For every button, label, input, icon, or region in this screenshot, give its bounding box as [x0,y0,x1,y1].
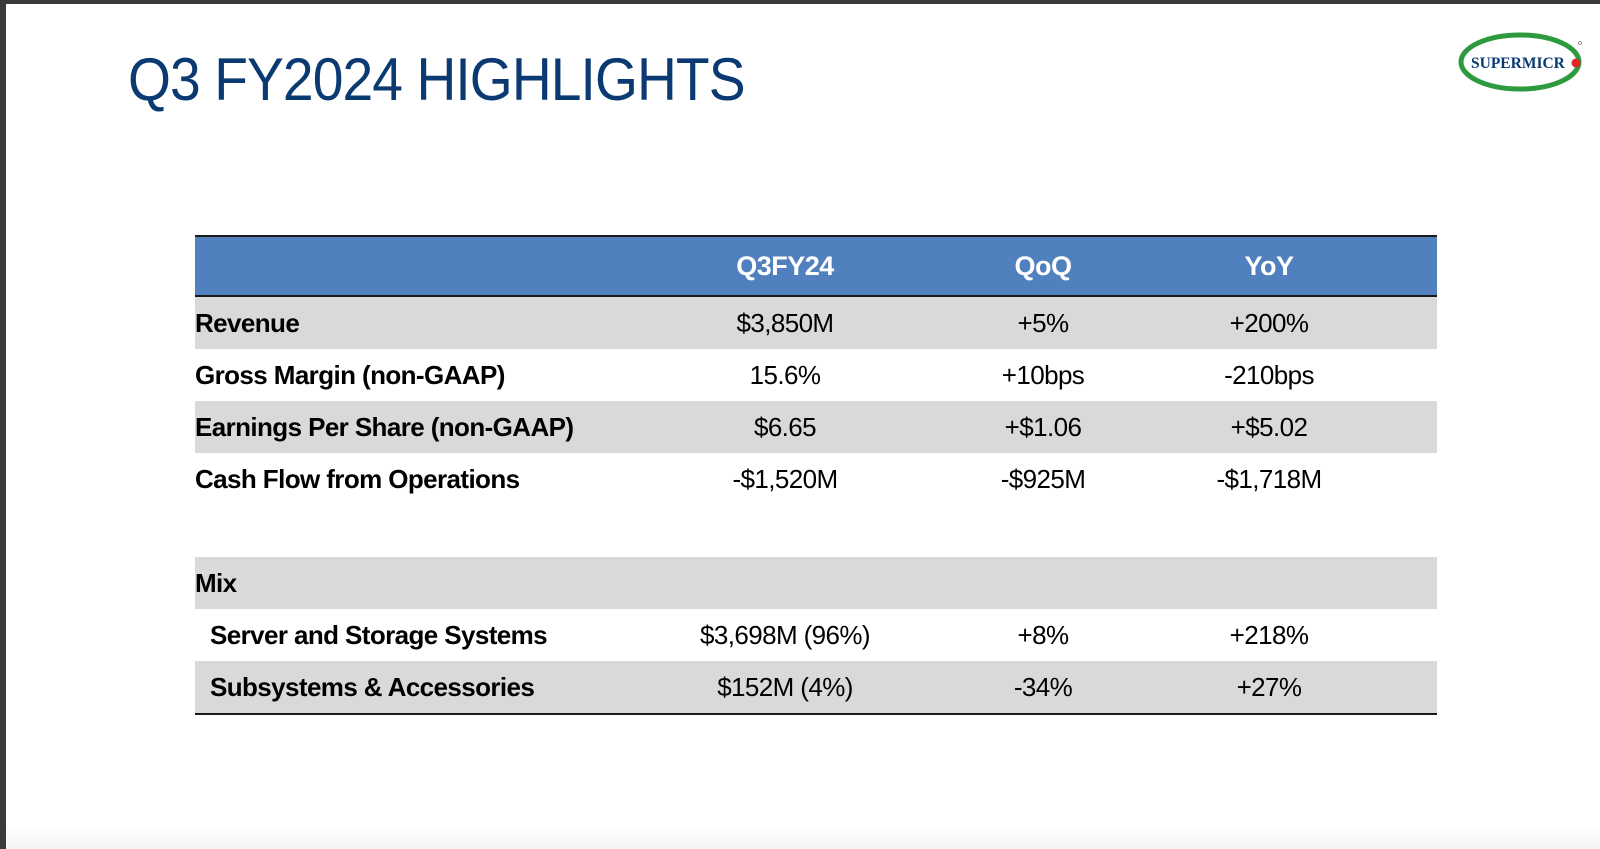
table-row-gross-margin: Gross Margin (non-GAAP) 15.6% +10bps -21… [195,349,1437,401]
row-q3fy24: $3,850M [736,307,835,338]
header-yoy: YoY [1101,235,1437,297]
row-q3fy24: $6.65 [753,411,817,442]
header-qoq: QoQ [985,235,1101,297]
table-row-subsystems: Subsystems & Accessories $152M (4%) -34%… [195,661,1437,715]
table-header-row: Q3FY24 QoQ YoY [195,235,1437,297]
row-q3fy24: -$1,520M [732,463,838,494]
row-qoq: +$1.06 [1004,411,1082,442]
row-qoq: +10bps [1001,359,1085,390]
table-row-eps: Earnings Per Share (non-GAAP) $6.65 +$1.… [195,401,1437,453]
slide: Q3 FY2024 HIGHLIGHTS SUPERMICR Q3FY24 Qo… [6,4,1600,849]
row-yoy: +$5.02 [1230,411,1308,442]
mix-label: Mix [195,567,237,598]
row-label: Gross Margin (non-GAAP) [195,359,505,390]
row-q3fy24: $152M (4%) [585,661,985,715]
row-yoy: +27% [1101,661,1437,715]
logo-dot [1571,58,1581,68]
highlights-table: Q3FY24 QoQ YoY Revenue $3,850M +5% +200%… [195,235,1437,715]
row-label: Revenue [195,307,300,338]
row-yoy: -$1,718M [1216,463,1322,494]
table-spacer-row [195,505,1437,557]
row-label: Earnings Per Share (non-GAAP) [195,411,574,442]
row-yoy: +218% [1229,619,1309,650]
header-label-col [195,235,585,297]
row-yoy: +200% [1229,307,1309,338]
row-q3fy24: $3,698M (96%) [700,619,871,650]
table-row-cash-flow: Cash Flow from Operations -$1,520M -$925… [195,453,1437,505]
slide-title: Q3 FY2024 HIGHLIGHTS [128,46,746,113]
row-label: Server and Storage Systems [210,619,548,650]
table-row-mix-heading: Mix [195,557,1437,609]
slide-bottom-edge [6,824,1600,849]
table-row-server-storage: Server and Storage Systems $3,698M (96%)… [195,609,1437,661]
row-label: Subsystems & Accessories [195,661,585,715]
row-qoq: -$925M [1000,463,1086,494]
row-label: Cash Flow from Operations [195,463,520,494]
row-q3fy24: 15.6% [749,359,821,390]
supermicro-logo: SUPERMICR [1458,32,1582,92]
table-row-revenue: Revenue $3,850M +5% +200% [195,296,1437,349]
row-qoq: -34% [985,661,1101,715]
header-q3fy24: Q3FY24 [585,235,985,297]
row-yoy: -210bps [1224,359,1314,390]
row-qoq: +8% [1017,619,1070,650]
logo-text: SUPERMICR [1471,55,1566,72]
row-qoq: +5% [1017,307,1070,338]
